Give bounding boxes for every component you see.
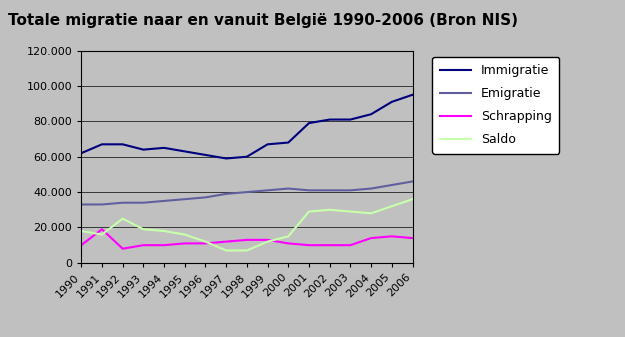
Saldo xyxy=(119,217,126,221)
Emigratie xyxy=(326,188,334,192)
Immigratie xyxy=(264,142,271,146)
Schrapping xyxy=(368,236,375,240)
Emigratie xyxy=(264,188,271,192)
Line: Emigratie: Emigratie xyxy=(81,181,412,205)
Schrapping xyxy=(160,243,168,247)
Schrapping xyxy=(409,236,416,240)
Immigratie xyxy=(388,100,396,104)
Immigratie xyxy=(326,118,334,122)
Schrapping xyxy=(222,240,230,244)
Emigratie xyxy=(98,203,106,207)
Saldo xyxy=(305,210,312,214)
Schrapping xyxy=(181,241,189,245)
Immigratie xyxy=(284,141,292,145)
Saldo xyxy=(243,248,251,252)
Schrapping xyxy=(284,241,292,245)
Saldo xyxy=(139,227,147,231)
Emigratie xyxy=(388,183,396,187)
Schrapping xyxy=(139,243,147,247)
Emigratie xyxy=(160,199,168,203)
Emigratie xyxy=(119,201,126,205)
Immigratie xyxy=(98,142,106,146)
Saldo xyxy=(284,234,292,238)
Line: Immigratie: Immigratie xyxy=(81,95,412,158)
Schrapping xyxy=(119,247,126,251)
Emigratie xyxy=(409,179,416,183)
Schrapping xyxy=(388,234,396,238)
Emigratie xyxy=(78,203,85,207)
Saldo xyxy=(347,210,354,214)
Schrapping xyxy=(202,241,209,245)
Immigratie xyxy=(222,156,230,160)
Immigratie xyxy=(347,118,354,122)
Saldo xyxy=(181,233,189,237)
Immigratie xyxy=(368,112,375,116)
Saldo xyxy=(409,197,416,201)
Immigratie xyxy=(119,142,126,146)
Immigratie xyxy=(160,146,168,150)
Saldo xyxy=(78,229,85,233)
Saldo xyxy=(368,211,375,215)
Saldo xyxy=(388,204,396,208)
Line: Schrapping: Schrapping xyxy=(81,229,412,249)
Immigratie xyxy=(78,151,85,155)
Immigratie xyxy=(243,155,251,159)
Legend: Immigratie, Emigratie, Schrapping, Saldo: Immigratie, Emigratie, Schrapping, Saldo xyxy=(432,57,559,154)
Emigratie xyxy=(202,195,209,200)
Emigratie xyxy=(347,188,354,192)
Text: Totale migratie naar en vanuit België 1990-2006 (Bron NIS): Totale migratie naar en vanuit België 19… xyxy=(8,13,518,29)
Emigratie xyxy=(305,188,312,192)
Emigratie xyxy=(284,186,292,190)
Saldo xyxy=(326,208,334,212)
Schrapping xyxy=(347,243,354,247)
Line: Saldo: Saldo xyxy=(81,199,412,250)
Emigratie xyxy=(243,190,251,194)
Saldo xyxy=(264,240,271,244)
Saldo xyxy=(98,233,106,237)
Schrapping xyxy=(98,227,106,231)
Emigratie xyxy=(181,197,189,201)
Immigratie xyxy=(305,121,312,125)
Schrapping xyxy=(243,238,251,242)
Schrapping xyxy=(264,238,271,242)
Emigratie xyxy=(139,201,147,205)
Emigratie xyxy=(222,192,230,196)
Schrapping xyxy=(305,243,312,247)
Immigratie xyxy=(181,149,189,153)
Schrapping xyxy=(78,243,85,247)
Immigratie xyxy=(139,148,147,152)
Saldo xyxy=(160,229,168,233)
Schrapping xyxy=(326,243,334,247)
Immigratie xyxy=(202,153,209,157)
Saldo xyxy=(202,240,209,244)
Saldo xyxy=(222,248,230,252)
Emigratie xyxy=(368,186,375,190)
Immigratie xyxy=(409,93,416,97)
